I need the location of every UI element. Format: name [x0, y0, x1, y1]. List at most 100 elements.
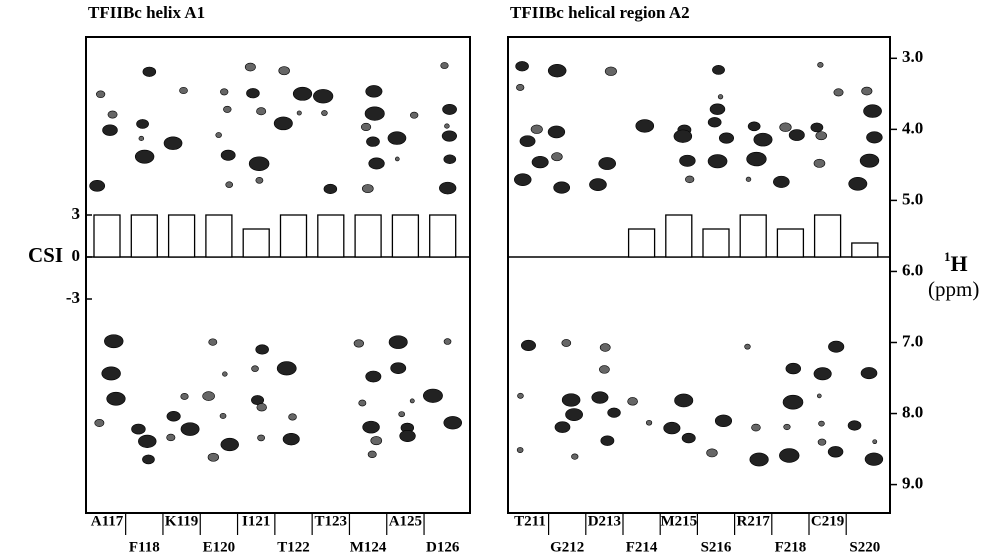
nmr-peak [410, 111, 419, 119]
nmr-peak [571, 453, 579, 460]
nmr-peak [827, 446, 844, 458]
bar [205, 214, 233, 258]
nmr-peak [707, 154, 728, 169]
nmr-peak [516, 84, 525, 91]
nmr-peak [599, 343, 611, 352]
nmr-peak [685, 175, 695, 184]
panel-title: TFIIBc helical region A2 [510, 3, 690, 22]
nmr-peak [866, 131, 883, 144]
bar [242, 228, 270, 258]
nmr-peak [521, 339, 536, 351]
nmr-peak [782, 394, 804, 410]
nmr-peak [531, 155, 549, 169]
bar [627, 228, 656, 258]
x-tick-label: S220 [849, 539, 880, 555]
nmr-peak [390, 362, 407, 374]
nmr-peak [388, 335, 408, 349]
nmr-peak [360, 122, 372, 132]
panel-frame [507, 36, 891, 514]
x-tick-label: F218 [775, 539, 807, 555]
nmr-peak [709, 103, 726, 115]
bar [776, 228, 805, 258]
x-tick-label: K119 [165, 513, 198, 529]
panel-title: TFIIBc helix A1 [88, 3, 205, 22]
nmr-peak [273, 116, 293, 131]
nmr-peak [219, 412, 227, 419]
bar [851, 242, 879, 258]
nmr-peak [744, 343, 751, 350]
nmr-peak [561, 393, 581, 407]
nmr-peak [663, 421, 681, 435]
y-tick-label: -3 [66, 288, 80, 307]
nmr-peak [180, 422, 200, 436]
nmr-peak [707, 117, 722, 128]
nmr-peak [599, 365, 610, 374]
nmr-peak [627, 397, 638, 406]
nmr-peak [589, 178, 607, 191]
nmr-peak [813, 367, 832, 381]
panel-frame [85, 36, 471, 514]
nmr-peak [604, 66, 617, 76]
bar [354, 214, 382, 258]
nmr-peak [718, 132, 735, 144]
bar [167, 214, 196, 258]
nmr-peak [779, 122, 792, 132]
nmr-peak [591, 391, 609, 404]
nmr-peak [848, 177, 868, 191]
nmr-peak [292, 86, 313, 101]
nmr-peak [142, 454, 155, 465]
y-tick-label: 0 [72, 246, 81, 265]
nmr-peak [828, 340, 845, 353]
nmr-peak [783, 423, 791, 431]
nmr-peak [635, 119, 655, 133]
nmr-peak [516, 447, 524, 453]
nmr-peak [101, 366, 121, 381]
x-tick-label: R217 [737, 513, 771, 529]
bar [391, 214, 420, 258]
nmr-peak [745, 176, 752, 182]
nmr-peak [514, 173, 532, 186]
nmr-peak [202, 391, 215, 401]
nmr-peak [440, 62, 449, 69]
nmr-peak [747, 121, 761, 132]
nmr-peak [251, 395, 265, 405]
y2-tick-label: 7.0 [902, 331, 923, 350]
nmr-peak [220, 88, 229, 96]
nmr-peak [142, 66, 157, 77]
nmr-peak [288, 413, 297, 421]
nmr-peak [368, 157, 385, 170]
nmr-peak [679, 154, 696, 167]
nmr-peak [94, 419, 105, 427]
nmr-peak [600, 435, 615, 446]
nmr-peak [813, 158, 826, 168]
y2-tick-label: 4.0 [902, 118, 923, 137]
nmr-peak [517, 392, 524, 399]
nmr-peak [714, 414, 733, 428]
y2-axis-unit: (ppm) [928, 277, 979, 301]
nmr-peak [208, 338, 218, 346]
nmr-peak [441, 130, 457, 142]
bar [279, 214, 308, 258]
nucleus: H [951, 251, 968, 276]
nmr-peak [296, 110, 302, 116]
nmr-peak [872, 439, 878, 445]
nmr-peak [246, 88, 260, 99]
y2-tick-label: 3.0 [902, 47, 923, 66]
nmr-peak [256, 107, 267, 116]
nmr-peak [134, 149, 155, 164]
nmr-peak [817, 62, 824, 68]
bar [317, 214, 345, 258]
nmr-peak [251, 365, 259, 372]
nmr-peak [223, 105, 232, 113]
nmr-peak [423, 388, 443, 403]
y-tick-label: 3 [72, 204, 81, 223]
x-tick-label: A117 [91, 513, 124, 529]
nmr-peak [225, 181, 234, 188]
nmr-peak [717, 94, 724, 100]
nmr-peak [530, 124, 543, 134]
nmr-peak [607, 407, 621, 418]
nmr-peak [519, 135, 536, 147]
x-tick-label: I121 [242, 513, 270, 529]
nmr-peak [864, 452, 884, 466]
